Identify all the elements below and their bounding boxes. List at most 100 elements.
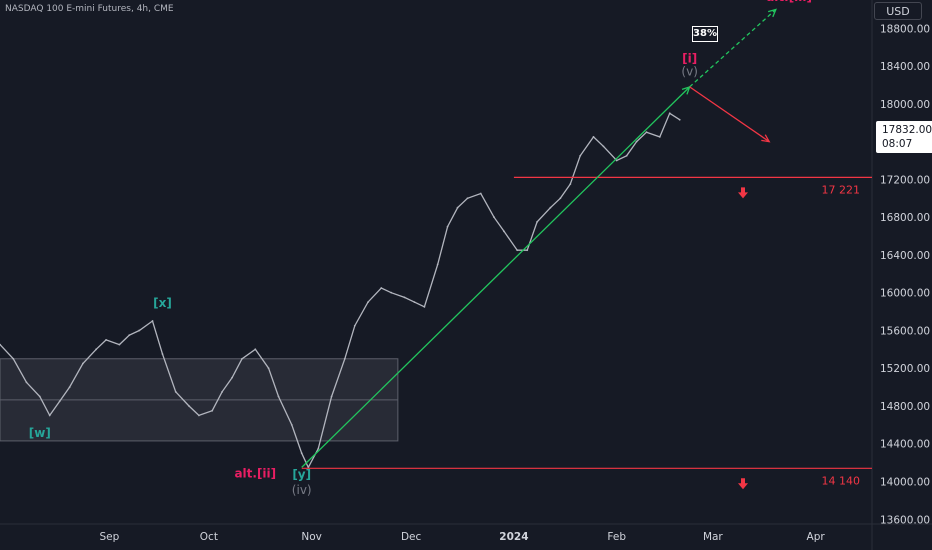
price-point [493,216,495,219]
price-point [413,301,416,304]
currency-button[interactable]: USD [874,2,922,20]
down-arrow-icon [738,478,748,490]
price-point [221,390,224,393]
x-tick-label: Feb [607,531,626,543]
price-point [446,225,449,228]
price-point [25,381,28,384]
price-point [330,395,333,398]
price-point [95,348,98,351]
price-point [668,112,671,115]
y-tick-label: 18800.00 [880,23,930,35]
y-tick-label: 14000.00 [880,477,930,489]
price-point [569,183,572,186]
wave-label: alt.[iii] [766,0,812,4]
y-tick-label: 16000.00 [880,288,930,300]
wave-label: [w] [29,426,51,440]
y-tick-label: 14400.00 [880,439,930,451]
y-tick-label: 15200.00 [880,363,930,375]
x-tick-label: Sep [100,531,120,543]
level-label: 14 140 [822,474,861,487]
price-point [380,287,383,289]
price-point [436,263,439,266]
x-tick-label: Apr [807,531,826,543]
x-tick-label: Nov [301,531,322,543]
price-point [678,118,681,121]
price-point [526,249,529,252]
price-point [254,348,257,351]
projection-trend-line [689,8,777,88]
price-point [277,395,280,398]
x-tick-label: Mar [703,531,723,543]
price-point [343,357,346,360]
price-point [559,197,562,200]
price-point [231,376,233,379]
price-point [658,136,661,138]
price-point [241,357,243,360]
price-point [267,367,270,370]
wave-label: [y] [292,468,311,482]
price-point [503,230,505,233]
price-point [367,301,369,304]
price-point [128,334,131,337]
last-price-tag: 17832.00 08:07 [876,121,932,153]
impulse-trend-line [301,86,691,468]
x-tick-label: Dec [401,531,422,543]
price-point [466,197,469,200]
down-arrow-icon [738,187,748,199]
price-point [211,409,214,412]
level-label: 17 221 [822,183,861,196]
y-tick-label: 18000.00 [880,99,930,111]
wave-label: alt.[ii] [234,467,276,481]
price-point [353,324,356,327]
price-point [516,249,519,252]
price-point [456,206,459,209]
price-point [188,405,190,407]
price-point [479,192,482,195]
last-price: 17832.00 [882,124,932,136]
y-tick-label: 18400.00 [880,61,930,73]
price-point [317,447,320,450]
price-point [423,305,426,308]
price-point [81,362,84,365]
price-point [579,154,582,157]
price-point [12,357,15,360]
wave-label: [i] [682,51,697,65]
price-point [290,423,293,426]
wave-label: (v) [681,65,697,79]
price-point [615,159,618,162]
price-point [118,343,121,346]
price-point [635,140,638,143]
price-point [48,414,51,417]
y-tick-label: 17200.00 [880,174,930,186]
price-point [161,353,164,355]
price-point [403,296,406,299]
y-tick-label: 16400.00 [880,250,930,262]
price-point [625,154,628,157]
correction-arrow-icon [761,134,771,143]
price-point [105,338,107,341]
y-tick-label: 13600.00 [880,514,930,526]
price-point [151,320,154,322]
price-point [390,291,393,294]
y-tick-label: 16800.00 [880,212,930,224]
percent-badge: 38% [692,26,718,42]
wave-label: [x] [153,296,172,310]
price-point [549,206,552,209]
correction-trend-line [689,86,770,143]
bar-countdown: 08:07 [882,138,913,150]
x-tick-label: Oct [200,531,218,543]
x-tick-label: 2024 [499,531,528,543]
price-point [198,414,200,417]
price-point [0,343,1,346]
symbol-title: NASDAQ 100 E-mini Futures, 4h, CME [5,4,174,14]
wave-label: (iv) [292,483,312,497]
price-point [645,131,648,134]
price-point [602,145,605,148]
price-point [300,452,303,455]
price-point [38,395,41,398]
y-tick-label: 15600.00 [880,325,930,337]
price-point [138,329,141,332]
price-point [68,386,71,388]
price-point [174,390,177,393]
